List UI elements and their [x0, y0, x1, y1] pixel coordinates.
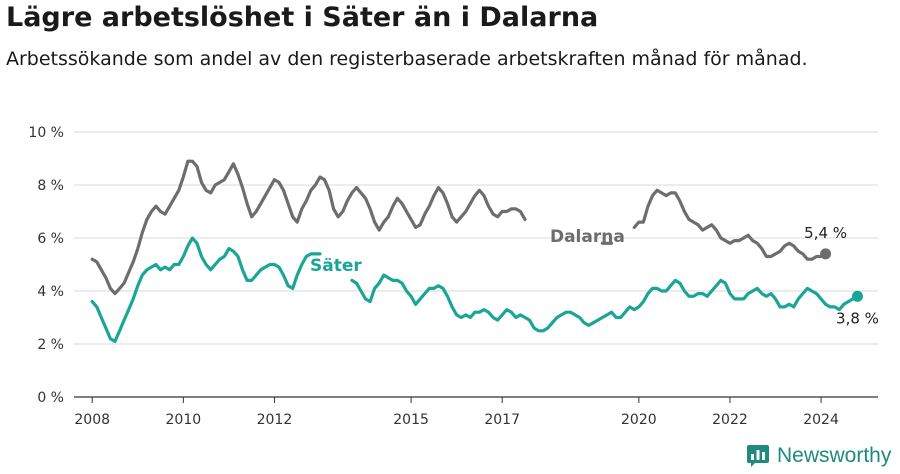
page-subtitle: Arbetssökande som andel av den registerb…: [6, 48, 808, 70]
y-tick-label: 4 %: [37, 284, 64, 300]
x-tick-label: 2012: [257, 412, 293, 428]
y-tick-label: 6 %: [37, 231, 64, 247]
y-tick-label: 2 %: [37, 337, 64, 353]
newsworthy-logo-icon: [747, 445, 769, 467]
x-tick-label: 2010: [166, 412, 202, 428]
newsworthy-logo: Newsworthy: [746, 444, 891, 468]
y-tick-label: 0 %: [37, 390, 64, 406]
y-tick-label: 8 %: [37, 178, 64, 194]
x-tick-label: 2022: [712, 412, 748, 428]
x-tick-label: 2015: [393, 412, 429, 428]
x-tick-label: 2008: [74, 412, 110, 428]
page-title: Lägre arbetslöshet i Säter än i Dalarna: [6, 2, 599, 33]
x-tick-label: 2024: [803, 412, 839, 428]
series-line-sater: [90, 236, 860, 343]
y-tick-label: 10 %: [28, 125, 64, 141]
end-value-label-dalarna: 5,4 %: [804, 224, 847, 242]
end-point-sater: [852, 290, 864, 302]
x-tick-label: 2017: [484, 412, 520, 428]
end-point-dalarna: [820, 248, 832, 260]
series-label-sater: Säter: [310, 256, 362, 276]
series-line-dalarna: [90, 159, 828, 296]
series-label-dalarna: Dalarna: [550, 227, 625, 247]
brand-name: Newsworthy: [777, 444, 892, 467]
x-tick-label: 2020: [621, 412, 657, 428]
end-value-label-sater: 3,8 %: [836, 309, 879, 327]
